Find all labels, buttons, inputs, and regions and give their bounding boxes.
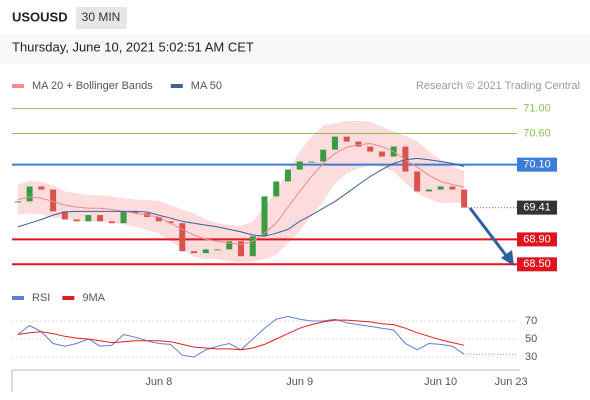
symbol: USOUSD (12, 9, 68, 24)
candle (26, 186, 33, 202)
candle (167, 221, 174, 224)
candle (191, 251, 198, 254)
candle (296, 161, 303, 170)
level-label-box (517, 232, 557, 247)
candle (226, 241, 233, 250)
candle (38, 186, 45, 190)
legend-swatch (12, 296, 24, 300)
legend-swatch (170, 84, 183, 88)
candle (378, 151, 385, 157)
candle (437, 186, 444, 190)
candle (343, 136, 350, 142)
x-tick-label: Jun 23 (495, 376, 528, 388)
legend-label: RSI (32, 292, 50, 304)
candle (461, 189, 468, 208)
candle (402, 146, 409, 172)
candle (284, 169, 291, 182)
legend-label: MA 20 + Bollinger Bands (32, 80, 153, 92)
candle (85, 215, 92, 222)
candle (214, 249, 221, 251)
candle (273, 181, 280, 197)
candle (120, 211, 127, 224)
candle (331, 136, 338, 150)
candle (449, 186, 456, 190)
timestamp-bar (0, 34, 590, 64)
forecast-arrow (468, 207, 510, 259)
candle (97, 215, 104, 222)
forecast-arrowhead (501, 250, 514, 266)
level-label: 68.90 (523, 233, 551, 245)
ma-line (17, 142, 465, 245)
candle (308, 161, 315, 163)
candle (261, 196, 268, 237)
candle (202, 249, 209, 254)
level-label: 70.10 (523, 159, 551, 171)
x-tick-label: Jun 10 (424, 376, 457, 388)
interval-tab[interactable] (76, 7, 127, 29)
candle (155, 216, 162, 222)
candle (108, 221, 115, 224)
level-label: 71.00 (523, 102, 551, 114)
candle (132, 211, 139, 214)
candle (179, 223, 186, 252)
candle (367, 146, 374, 152)
y-tick-label: 30 (525, 351, 537, 363)
level-label-box (517, 157, 557, 172)
legend-swatch (12, 84, 24, 88)
y-tick-label: 70 (525, 315, 537, 327)
candle (355, 141, 362, 147)
level-label: 70.60 (523, 127, 551, 139)
candle (14, 201, 21, 203)
candle (73, 219, 80, 222)
candle (249, 236, 256, 257)
level-label: 68.50 (523, 258, 551, 270)
x-tick-label: Jun 9 (286, 376, 313, 388)
candle (61, 211, 68, 220)
timestamp: Thursday, June 10, 2021 5:02:51 AM CET (12, 39, 254, 54)
credit: Research © 2021 Trading Central (416, 80, 580, 92)
candle (50, 189, 57, 212)
level-label-box (517, 257, 557, 272)
candle (414, 171, 421, 192)
interval[interactable]: 30 MIN (82, 10, 121, 24)
level-label: 69.41 (523, 202, 551, 214)
indicator-line (17, 319, 465, 351)
legend-label: 9MA (82, 292, 105, 304)
plot: MA 20 + Bollinger Bands MA 50 RSI 9MA 71.00 7… (11, 80, 557, 392)
candle (320, 149, 327, 162)
candle (425, 189, 432, 192)
bollinger-band (17, 121, 465, 263)
level-label-box (517, 200, 557, 215)
y-tick-label: 50 (525, 333, 537, 345)
candle (238, 241, 245, 257)
legend-swatch (62, 296, 75, 300)
x-tick-label: Jun 8 (145, 376, 172, 388)
legend-label: MA 50 (191, 80, 222, 92)
ma-line (17, 157, 465, 237)
